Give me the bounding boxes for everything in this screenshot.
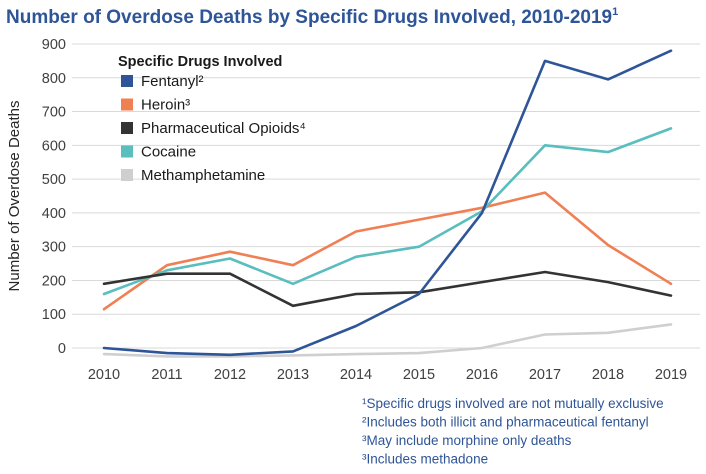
series-line-methamphetamine bbox=[102, 323, 673, 358]
x-axis-ticks: 2010 2011 2012 2013 2014 2015 2016 2017 2018 2019 bbox=[88, 367, 687, 383]
chart-title: Number of Overdose Deaths by Specific Dr… bbox=[6, 6, 618, 28]
x-tick-label: 2013 bbox=[277, 367, 309, 383]
y-tick-label: 800 bbox=[42, 71, 66, 87]
series-line-cocaine bbox=[102, 127, 673, 296]
x-tick-label: 2014 bbox=[340, 367, 372, 383]
series-line-heroin bbox=[102, 191, 673, 311]
legend-label: Pharmaceutical Opioids⁴ bbox=[141, 120, 306, 137]
legend-label: Methamphetamine bbox=[141, 167, 265, 184]
legend-swatch bbox=[121, 169, 133, 181]
y-tick-label: 900 bbox=[42, 37, 66, 53]
y-axis-title: Number of Overdose Deaths bbox=[6, 101, 23, 292]
y-tick-label: 700 bbox=[42, 105, 66, 121]
y-tick-label: 100 bbox=[42, 307, 66, 323]
y-tick-label: 600 bbox=[42, 138, 66, 154]
y-tick-label: 200 bbox=[42, 273, 66, 289]
legend-label: Cocaine bbox=[141, 144, 196, 161]
y-tick-label: 0 bbox=[58, 341, 66, 357]
x-tick-label: 2018 bbox=[592, 367, 624, 383]
legend-swatch bbox=[121, 145, 133, 158]
legend-swatch bbox=[121, 75, 133, 87]
y-tick-label: 400 bbox=[42, 206, 66, 222]
chart-title-superscript: 1 bbox=[612, 6, 618, 18]
y-tick-label: 500 bbox=[42, 172, 66, 188]
x-tick-label: 2019 bbox=[655, 367, 687, 383]
legend-label: Fentanyl² bbox=[141, 73, 204, 90]
legend-title: Specific Drugs Involved bbox=[118, 54, 282, 70]
footnote: ²Includes both illicit and pharmaceutica… bbox=[362, 415, 649, 430]
legend-swatch bbox=[121, 122, 133, 134]
series-line-pharmaceutical-opioids bbox=[102, 270, 673, 308]
series-line-fentanyl bbox=[102, 49, 673, 357]
legend: Specific Drugs Involved Fentanyl² Heroin³… bbox=[118, 54, 306, 184]
x-tick-label: 2012 bbox=[214, 367, 246, 383]
x-tick-label: 2016 bbox=[466, 367, 498, 383]
x-tick-label: 2017 bbox=[529, 367, 561, 383]
y-axis-ticks: 0 100 200 300 400 500 600 700 800 900 bbox=[42, 37, 66, 357]
footnote: ³May include morphine only deaths bbox=[362, 433, 572, 448]
legend-label: Heroin³ bbox=[141, 97, 190, 114]
series-lines bbox=[102, 49, 673, 358]
x-tick-label: 2015 bbox=[403, 367, 435, 383]
footnote: ¹Specific drugs involved are not mutuall… bbox=[362, 396, 664, 411]
chart-title-text: Number of Overdose Deaths by Specific Dr… bbox=[6, 7, 612, 28]
footnotes: ¹Specific drugs involved are not mutuall… bbox=[362, 396, 664, 467]
legend-swatch bbox=[121, 98, 133, 111]
x-tick-label: 2011 bbox=[151, 367, 182, 383]
gridlines bbox=[72, 43, 700, 349]
x-tick-label: 2010 bbox=[88, 367, 120, 383]
footnote: ³Includes methadone bbox=[362, 452, 488, 467]
y-tick-label: 300 bbox=[42, 240, 66, 256]
